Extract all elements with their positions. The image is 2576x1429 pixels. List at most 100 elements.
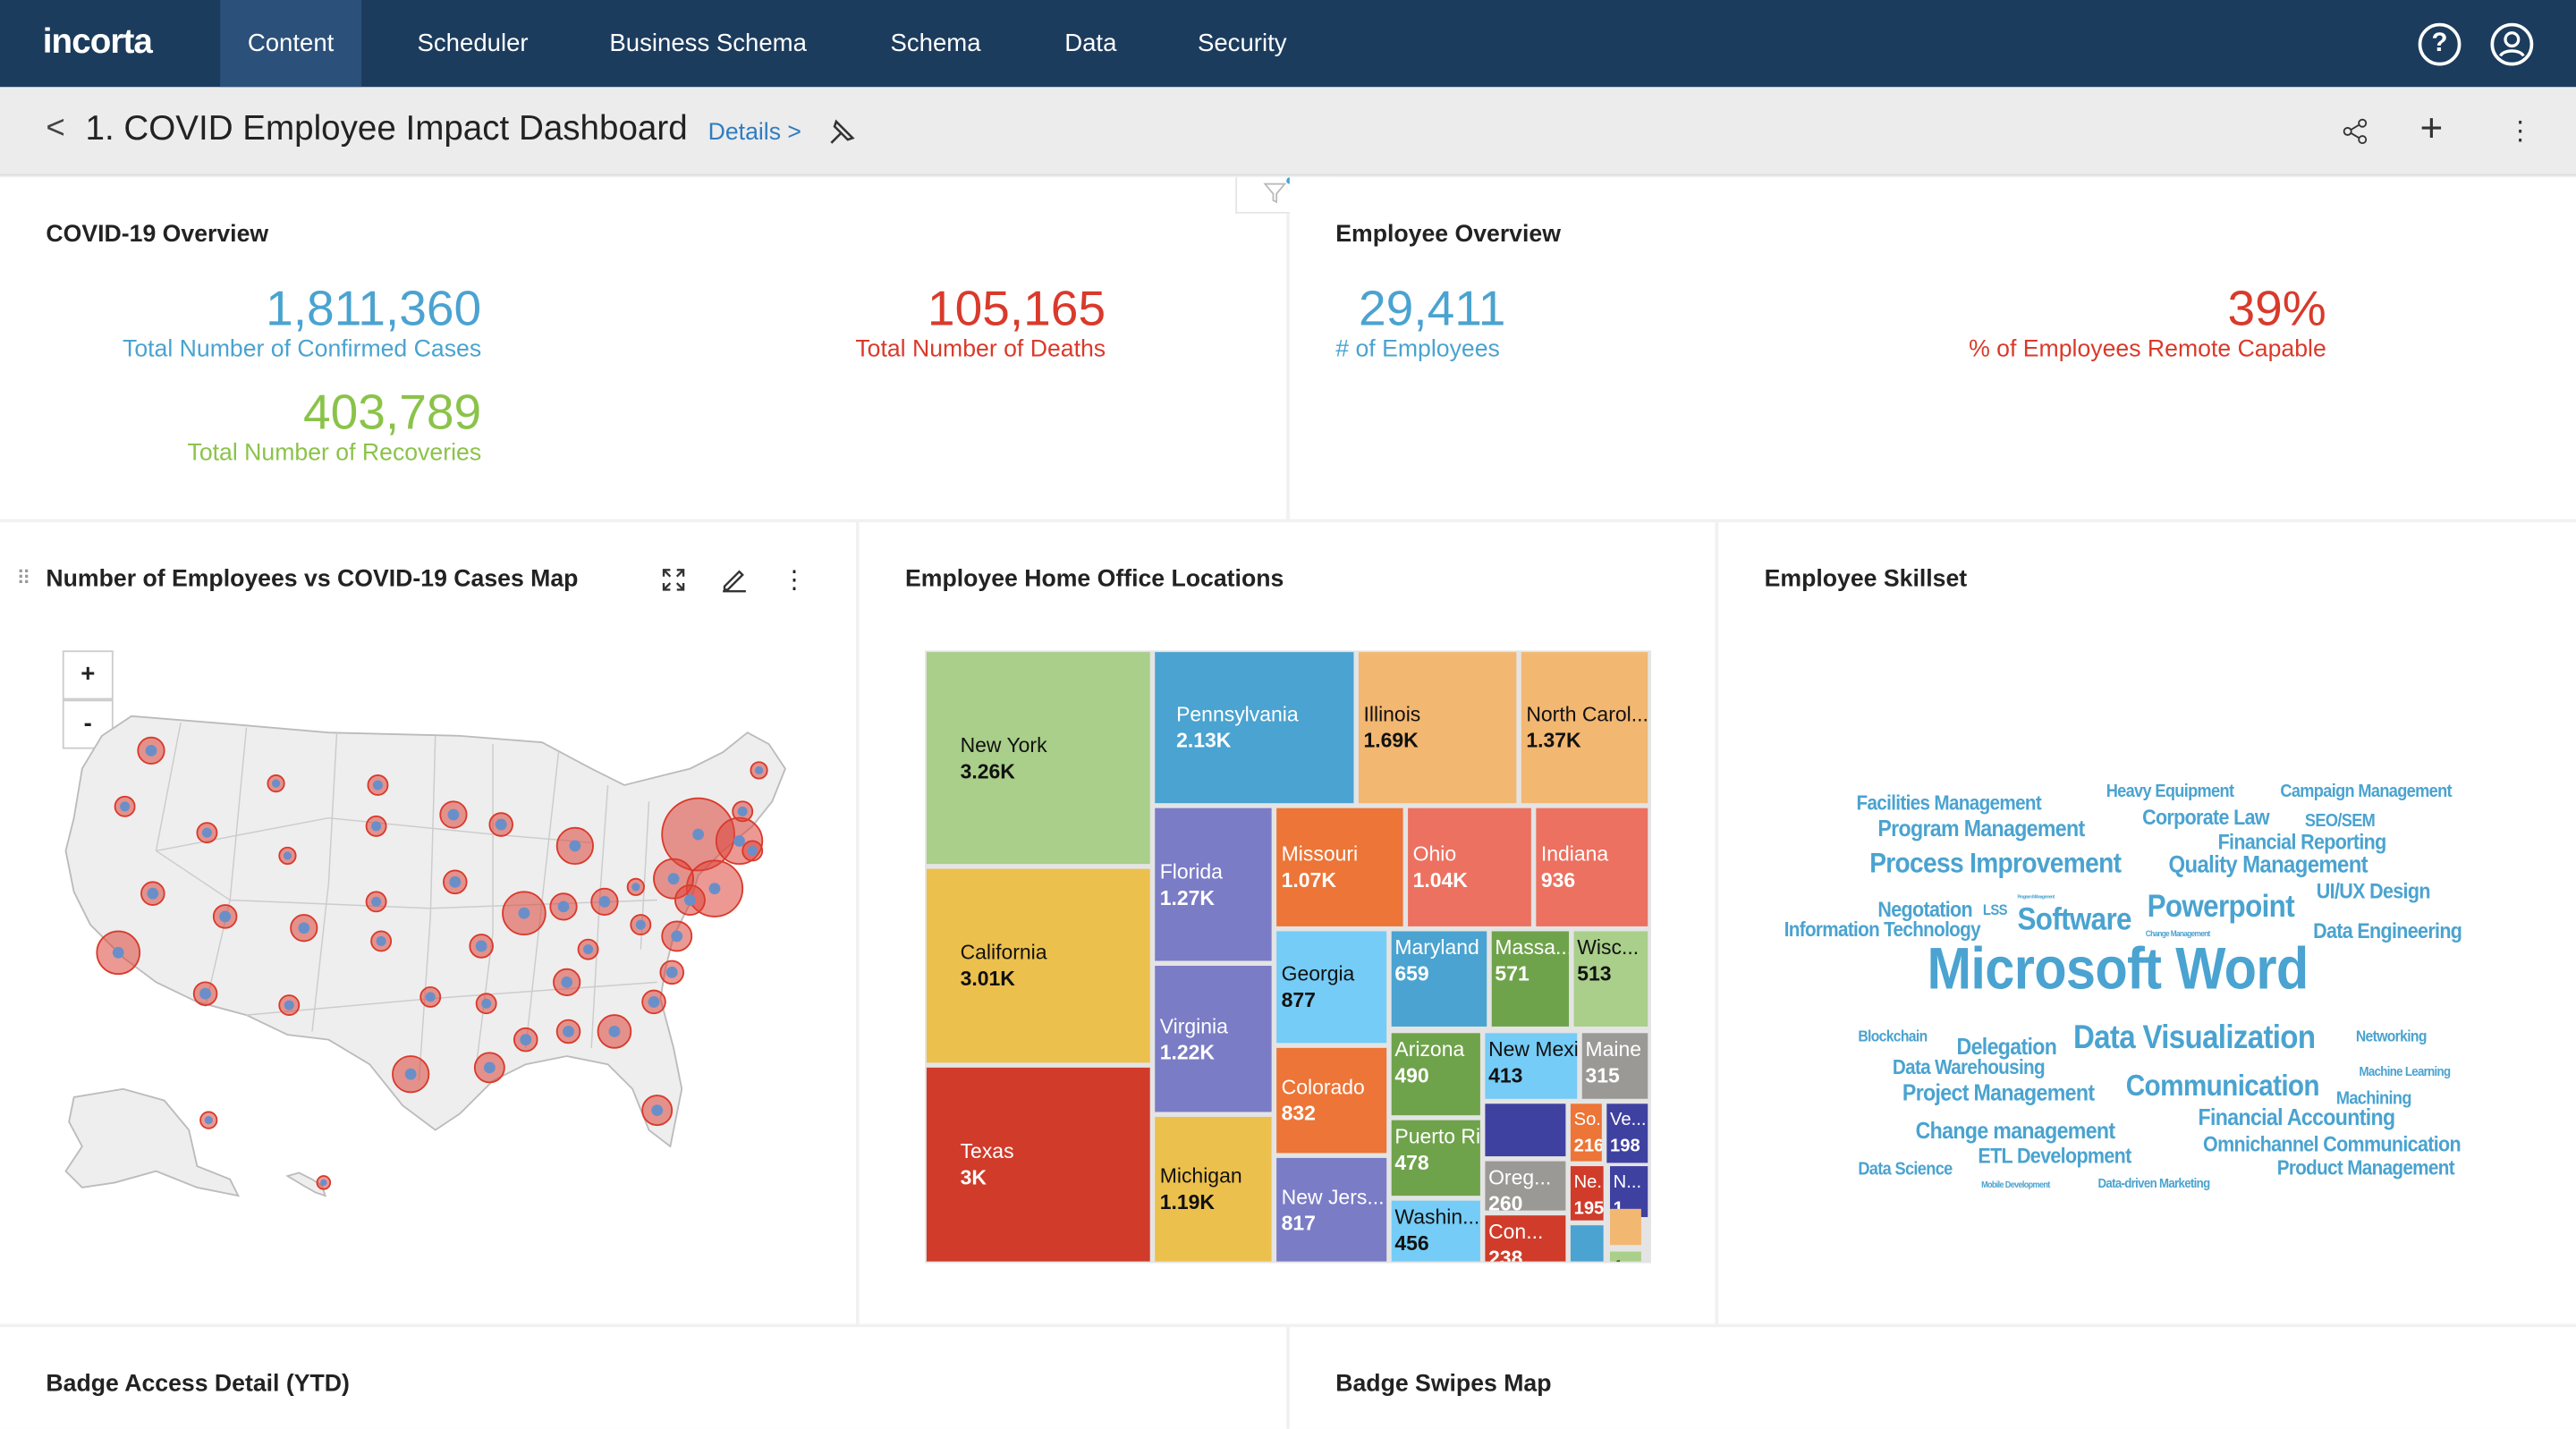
skill-word[interactable]: Change management bbox=[1915, 1117, 2115, 1144]
tab-schema[interactable]: Schema bbox=[890, 30, 981, 58]
employee-count-dot[interactable] bbox=[569, 840, 581, 852]
employee-count-dot[interactable] bbox=[371, 821, 382, 832]
treemap-cell[interactable]: N...1... bbox=[1609, 1166, 1648, 1218]
treemap-cell[interactable]: Ve... 198 bbox=[1606, 1103, 1648, 1163]
employee-count-dot[interactable] bbox=[372, 780, 383, 791]
skill-word[interactable]: Mobile Development bbox=[1981, 1180, 2050, 1190]
employee-count-dot[interactable] bbox=[145, 744, 157, 757]
employee-count-dot[interactable] bbox=[561, 976, 573, 988]
employee-count-dot[interactable] bbox=[112, 946, 124, 959]
treemap-cell[interactable]: So... 216 bbox=[1570, 1103, 1602, 1162]
employee-count-dot[interactable] bbox=[667, 873, 680, 885]
treemap-cell[interactable]: New Jers... 817 bbox=[1276, 1157, 1387, 1262]
skill-word[interactable]: Data Warehousing bbox=[1892, 1056, 2046, 1080]
help-icon[interactable]: ? bbox=[2418, 22, 2462, 66]
employee-count-dot[interactable] bbox=[518, 907, 530, 919]
skill-word[interactable]: UI/UX Design bbox=[2316, 878, 2431, 904]
skill-word[interactable]: Data Visualization bbox=[2072, 1019, 2316, 1056]
treemap-cell[interactable]: Florida 1.27K bbox=[1155, 808, 1272, 961]
treemap-cell[interactable]: North Carol... 1.37K bbox=[1521, 652, 1648, 804]
skill-word[interactable]: Communication bbox=[2125, 1069, 2320, 1103]
employee-count-dot[interactable] bbox=[737, 806, 748, 816]
employee-count-dot[interactable] bbox=[204, 1116, 213, 1125]
employee-count-dot[interactable] bbox=[754, 765, 764, 775]
treemap-cell[interactable]: Massa... 571 bbox=[1491, 931, 1570, 1027]
treemap-cell[interactable]: Oreg... 260 bbox=[1485, 1161, 1566, 1211]
tab-security[interactable]: Security bbox=[1197, 30, 1287, 58]
details-link[interactable]: Details > bbox=[708, 120, 802, 147]
skill-word[interactable]: Product Management bbox=[2276, 1156, 2455, 1180]
employee-count-dot[interactable] bbox=[583, 944, 594, 955]
skill-word[interactable]: Data Engineering bbox=[2313, 917, 2462, 943]
skill-word[interactable]: Powerpoint bbox=[2147, 890, 2295, 926]
skill-word[interactable]: Quality Management bbox=[2168, 852, 2368, 879]
skill-word[interactable]: Campaign Management bbox=[2280, 782, 2452, 802]
treemap-cell[interactable]: Michigan 1.19K bbox=[1155, 1116, 1272, 1262]
treemap-cell[interactable]: Texas 3K bbox=[926, 1067, 1150, 1262]
employee-count-dot[interactable] bbox=[631, 883, 640, 892]
treemap-cell[interactable]: New York 3.26K bbox=[926, 652, 1150, 865]
skill-word[interactable]: Blockchain bbox=[1858, 1027, 1928, 1047]
treemap-cell[interactable]: Illinois 1.69K bbox=[1358, 652, 1517, 804]
skill-word[interactable]: SEO/SEM bbox=[2304, 811, 2376, 832]
treemap-cell[interactable]: Wisc... 513 bbox=[1573, 931, 1648, 1027]
skill-word[interactable]: Delegation bbox=[1956, 1033, 2057, 1061]
employee-count-dot[interactable] bbox=[120, 801, 131, 812]
skill-word[interactable]: Software bbox=[2017, 903, 2132, 939]
skill-word[interactable]: Change Management bbox=[2145, 929, 2211, 940]
zoom-in-button[interactable]: + bbox=[62, 650, 114, 700]
employee-count-dot[interactable] bbox=[651, 1104, 664, 1117]
skill-word[interactable]: Project Management bbox=[1902, 1079, 2095, 1106]
employee-count-dot[interactable] bbox=[708, 883, 721, 895]
edit-icon[interactable] bbox=[719, 565, 749, 603]
user-icon[interactable] bbox=[2490, 22, 2534, 66]
tab-business-schema[interactable]: Business Schema bbox=[609, 30, 807, 58]
more-icon[interactable]: ⋮ bbox=[782, 566, 807, 595]
employee-count-dot[interactable] bbox=[475, 940, 487, 952]
skill-word[interactable]: Machining bbox=[2335, 1089, 2412, 1110]
add-button[interactable]: + bbox=[2419, 106, 2444, 151]
employee-count-dot[interactable] bbox=[563, 1026, 574, 1037]
treemap-cell[interactable]: Ne... 195 bbox=[1570, 1166, 1604, 1221]
back-button[interactable]: < bbox=[46, 110, 65, 147]
expand-icon[interactable] bbox=[660, 567, 686, 602]
us-map[interactable] bbox=[0, 522, 856, 1323]
more-menu-button[interactable]: ⋮ bbox=[2506, 118, 2534, 147]
skill-word[interactable]: Microsoft Word bbox=[1927, 934, 2309, 1002]
employee-count-dot[interactable] bbox=[481, 998, 492, 1009]
employee-count-dot[interactable] bbox=[665, 966, 678, 978]
tab-data[interactable]: Data bbox=[1064, 30, 1117, 58]
skill-word[interactable]: Program MAnagement bbox=[2017, 893, 2055, 901]
skill-word[interactable]: Financial Accounting bbox=[2198, 1103, 2396, 1131]
skill-word[interactable]: Networking bbox=[2355, 1027, 2428, 1047]
employee-count-dot[interactable] bbox=[520, 1034, 532, 1046]
employee-count-dot[interactable] bbox=[747, 845, 758, 856]
employee-count-dot[interactable] bbox=[648, 995, 660, 1008]
treemap-cell[interactable]: Virginia 1.22K bbox=[1155, 965, 1272, 1112]
employee-count-dot[interactable] bbox=[404, 1068, 417, 1080]
treemap-cell[interactable]: Missouri 1.07K bbox=[1276, 808, 1403, 926]
tab-content[interactable]: Content bbox=[220, 0, 362, 88]
skill-word[interactable]: Information Technology bbox=[1784, 918, 1981, 942]
treemap-cell[interactable]: Maryland 659 bbox=[1391, 931, 1487, 1027]
employee-count-dot[interactable] bbox=[283, 851, 292, 860]
treemap-cell[interactable]: Washin... 456 bbox=[1391, 1200, 1480, 1262]
treemap-cell[interactable]: Ohio 1.04K bbox=[1408, 808, 1531, 926]
employee-count-dot[interactable] bbox=[557, 901, 570, 913]
skill-word[interactable]: Heavy Equipment bbox=[2106, 782, 2234, 802]
employee-count-dot[interactable] bbox=[271, 779, 281, 788]
treemap-cell[interactable]: California 3.01K bbox=[926, 868, 1150, 1063]
employee-count-dot[interactable] bbox=[671, 930, 683, 943]
treemap-cell[interactable]: Con... 238 bbox=[1485, 1215, 1566, 1262]
skill-word[interactable]: Data-driven Marketing bbox=[2097, 1176, 2211, 1191]
employee-count-dot[interactable] bbox=[449, 875, 462, 888]
employee-count-dot[interactable] bbox=[298, 922, 310, 934]
employee-count-dot[interactable] bbox=[447, 808, 460, 821]
tab-scheduler[interactable]: Scheduler bbox=[417, 30, 529, 58]
treemap-cell[interactable]: Arizona 490 bbox=[1391, 1033, 1480, 1116]
pin-icon[interactable] bbox=[826, 118, 856, 156]
treemap-cell[interactable]: Georgia 877 bbox=[1276, 931, 1387, 1044]
skill-word[interactable]: Financial Reporting bbox=[2217, 829, 2387, 854]
treemap-cell[interactable]: Maine 315 bbox=[1581, 1033, 1648, 1099]
skill-word[interactable]: Negotation bbox=[1877, 896, 1972, 922]
